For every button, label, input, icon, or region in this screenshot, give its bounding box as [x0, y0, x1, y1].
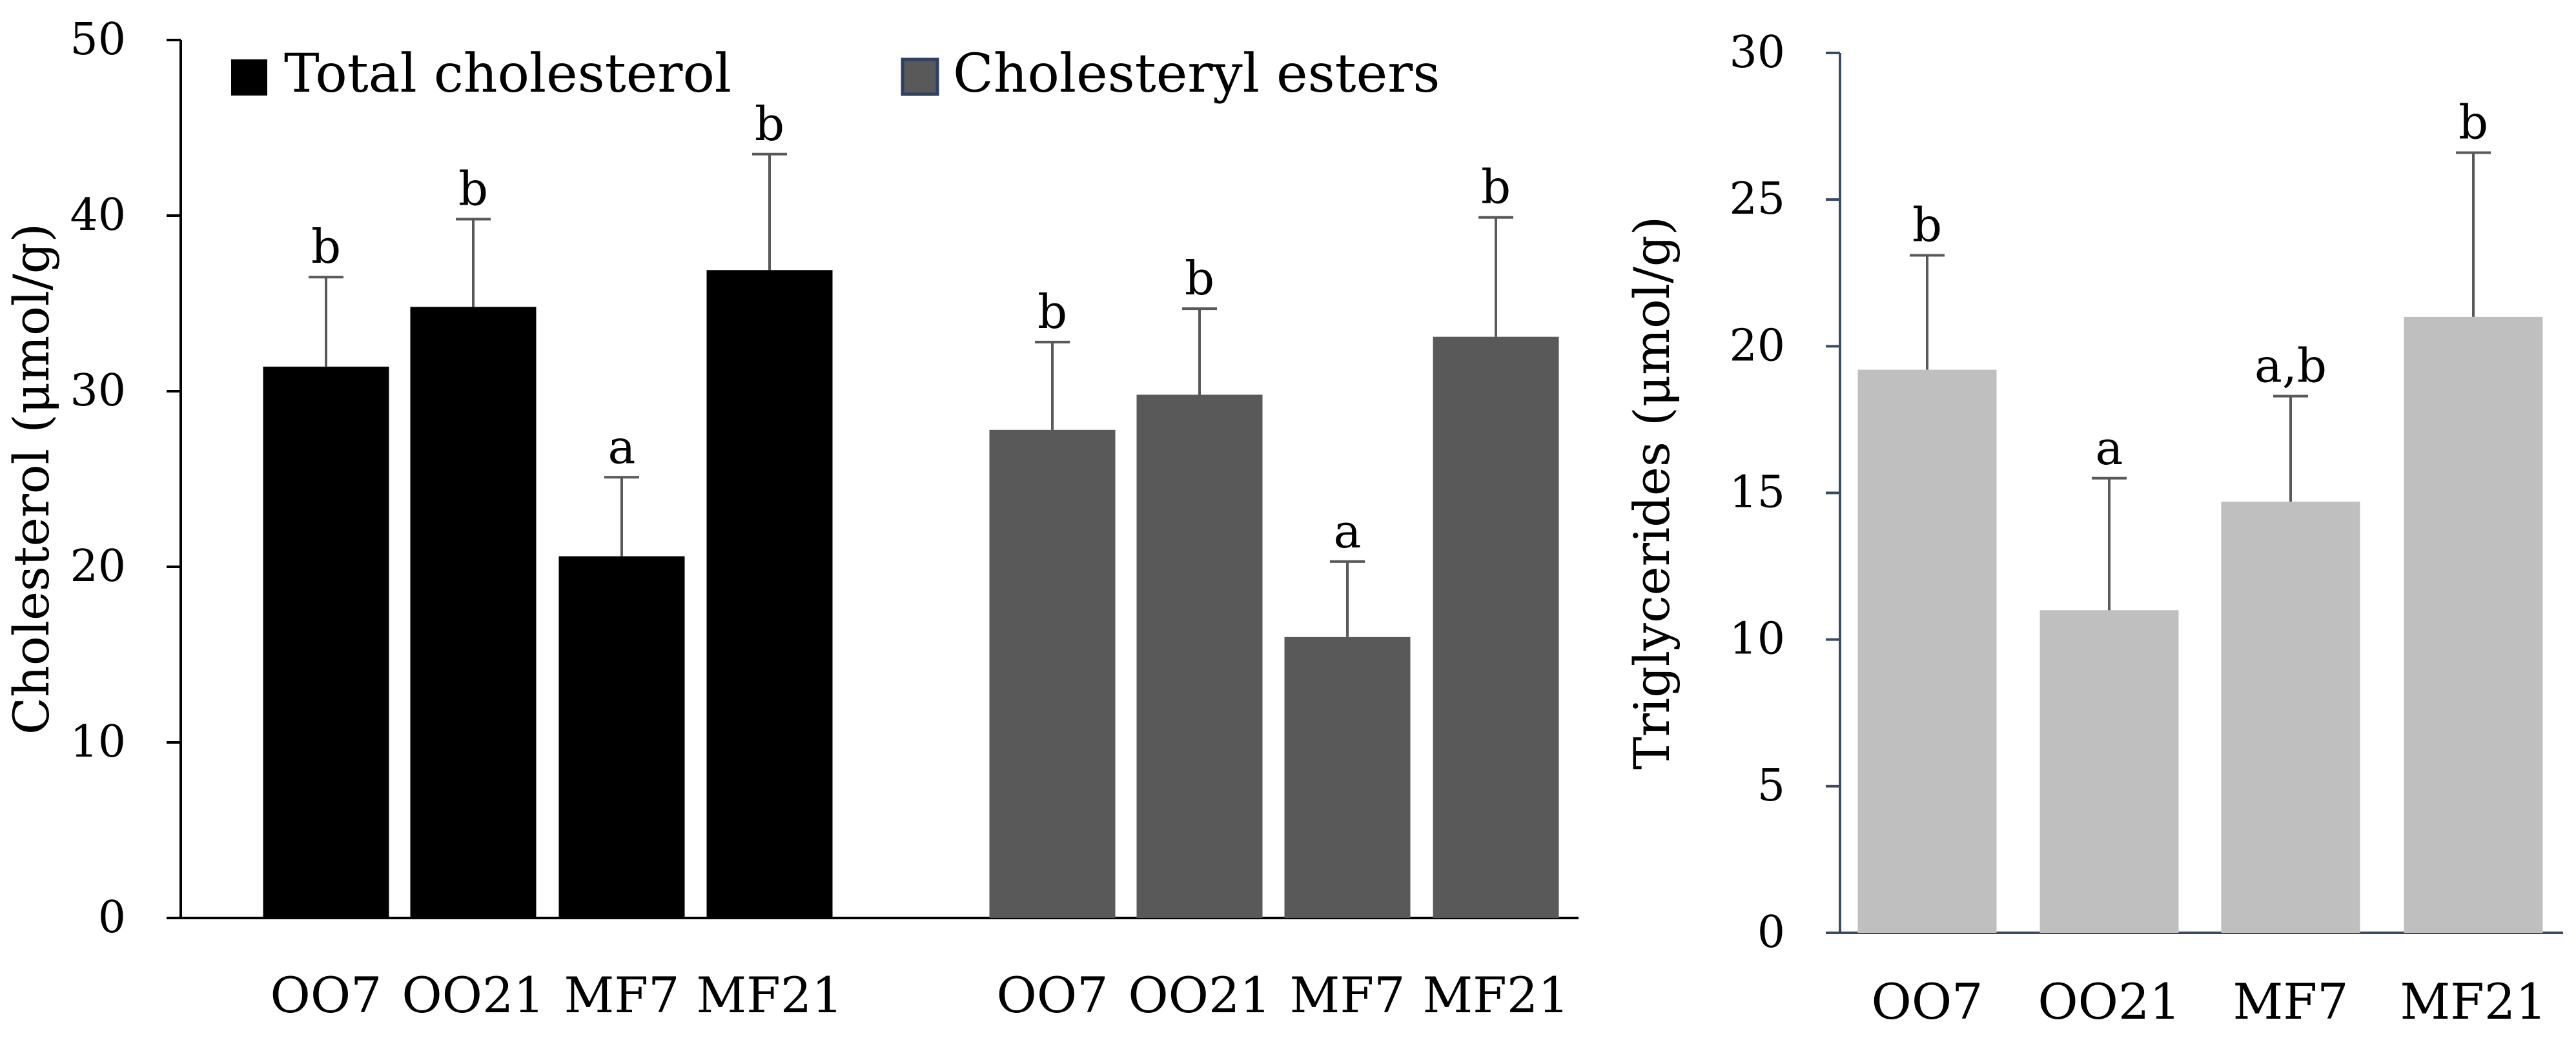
legend-label: Total cholesterol	[284, 43, 731, 105]
significance-label: b	[1038, 285, 1067, 339]
y-tick-label: 5	[1757, 760, 1785, 811]
y-tick-label: 30	[1729, 27, 1785, 78]
x-tick-label: MF21	[1422, 966, 1569, 1024]
x-tick-label: OO7	[997, 966, 1109, 1024]
significance-label: b	[1185, 251, 1214, 305]
x-tick-label: MF21	[696, 966, 843, 1024]
significance-label: b	[311, 219, 341, 274]
bar	[1433, 336, 1559, 918]
cholesterol-chart: 0 10 20 30 40 50 Cholesterol (μmol/g) b OO7 b OO21…	[3, 14, 1579, 1024]
significance-label: b	[458, 161, 488, 216]
bar	[2039, 610, 2179, 933]
significance-label: b	[1912, 198, 1942, 252]
y-axis-title: Cholesterol (μmol/g)	[3, 223, 60, 735]
x-tick-label: OO21	[402, 966, 544, 1024]
significance-label: a	[608, 420, 636, 474]
y-tick-label: 30	[70, 365, 126, 416]
significance-label: a	[2096, 421, 2123, 475]
bar	[1284, 637, 1411, 918]
y-tick-label: 10	[70, 717, 126, 768]
significance-label: b	[2458, 95, 2488, 149]
bar	[558, 556, 685, 918]
x-tick-label: OO21	[2038, 973, 2180, 1030]
bar	[263, 366, 389, 918]
bar	[2404, 316, 2543, 933]
significance-label: b	[755, 97, 784, 151]
triglycerides-chart: 0 5 10 15 20 25 30 Triglycerides (μmol/g) b OO7 a O…	[1623, 27, 2563, 1030]
y-tick-label: 20	[1729, 320, 1785, 371]
y-tick-label: 20	[70, 541, 126, 592]
legend-swatch	[231, 59, 267, 96]
legend-swatch	[901, 57, 939, 96]
legend-label: Cholesteryl esters	[953, 43, 1440, 105]
bar	[706, 270, 833, 918]
x-tick-label: MF7	[1290, 966, 1406, 1024]
y-tick-label: 15	[1729, 467, 1785, 518]
x-tick-label: MF21	[2400, 973, 2546, 1030]
bar	[1136, 394, 1263, 918]
significance-label: a,b	[2254, 339, 2327, 393]
x-tick-label: OO7	[1872, 973, 1983, 1030]
significance-label: b	[1481, 160, 1511, 214]
y-tick-label: 50	[70, 14, 126, 65]
y-tick-label: 0	[98, 892, 126, 943]
bar	[989, 429, 1116, 918]
bar	[2221, 502, 2360, 933]
y-tick-label: 25	[1729, 174, 1785, 225]
x-tick-label: OO21	[1128, 966, 1271, 1024]
y-axis-title: Triglycerides (μmol/g)	[1623, 216, 1681, 770]
x-tick-label: OO7	[271, 966, 382, 1024]
bar	[1857, 369, 1997, 933]
y-tick-label: 0	[1757, 907, 1785, 958]
y-tick-label: 40	[70, 190, 126, 241]
y-tick-label: 10	[1729, 614, 1785, 665]
significance-label: a	[1334, 504, 1362, 558]
x-tick-label: MF7	[564, 966, 680, 1024]
x-tick-label: MF7	[2233, 973, 2349, 1030]
bar	[410, 307, 537, 918]
